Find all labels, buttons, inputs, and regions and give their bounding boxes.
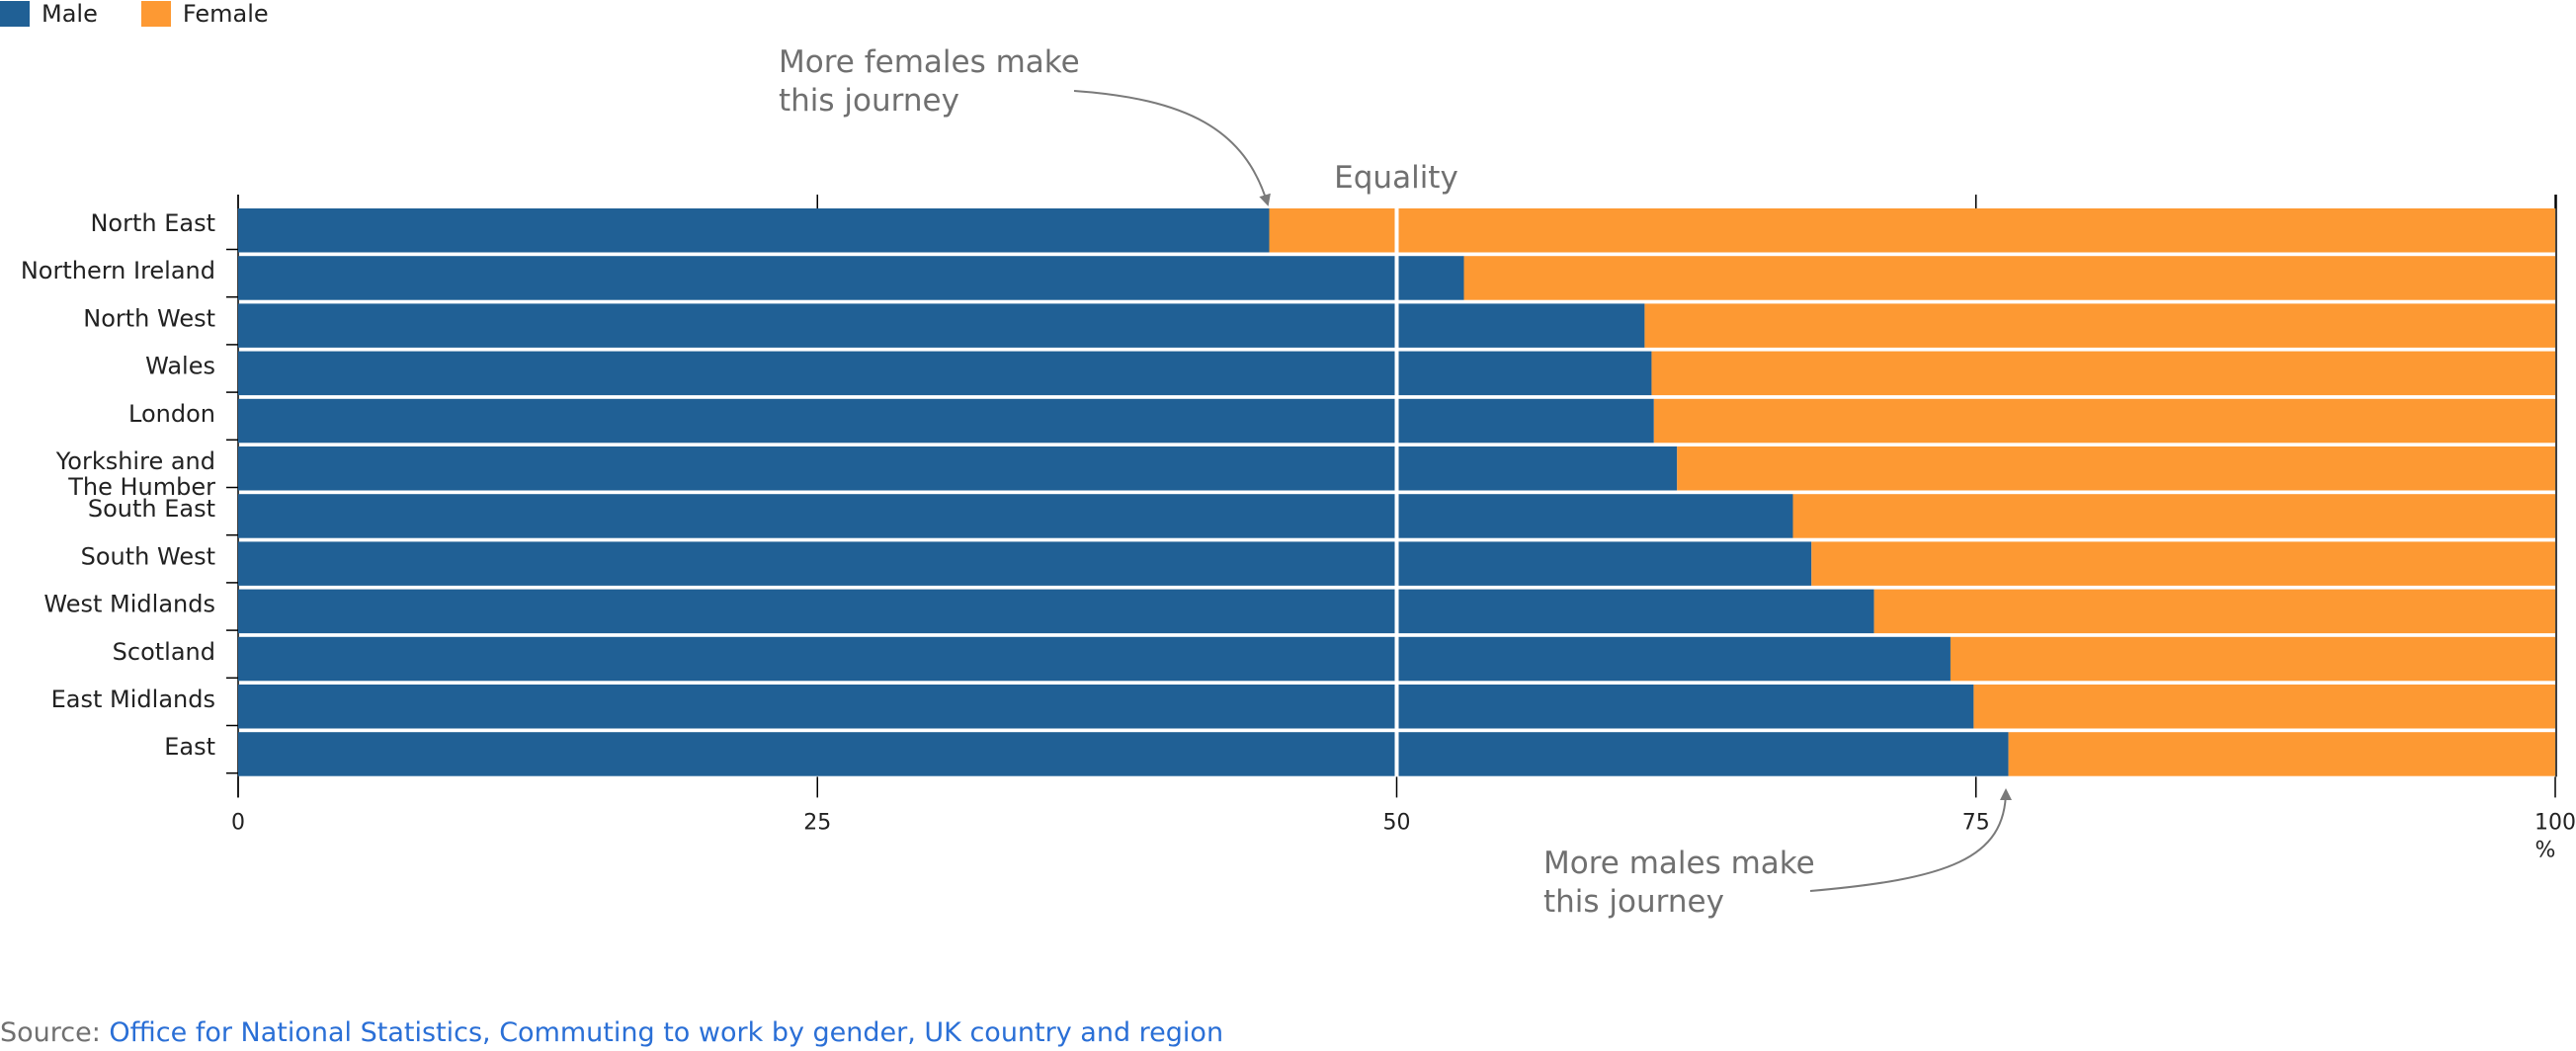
y-label-yorkshire-and-the-humber: Yorkshire and The Humber (55, 447, 215, 501)
x-tick-label-50: 50 (1383, 810, 1411, 835)
bar-female-east-midlands (1973, 685, 2555, 729)
bar-male-northern-ireland (238, 256, 1464, 300)
y-label-south-west: South West (81, 542, 215, 570)
legend-swatch-female (140, 1, 171, 27)
y-label-south-east: South East (88, 495, 215, 523)
bar-male-north-west (238, 303, 1645, 348)
y-label-scotland: Scotland (113, 638, 215, 666)
annotation-females-line2: this journey (779, 83, 959, 119)
bar-male-london (238, 398, 1654, 444)
y-label-wales: Wales (145, 353, 215, 380)
bar-chart: North East Northern Ireland North West Wale… (21, 44, 2576, 920)
bar-male-east-midlands (238, 685, 1974, 729)
legend: Male Female (0, 0, 312, 28)
x-tick-label-75: 75 (1962, 810, 1990, 835)
bar-female-yorkshire-and-the-humber (1677, 446, 2555, 491)
source-link[interactable]: Office for National Statistics, Commutin… (109, 1017, 1224, 1048)
bar-male-wales (238, 351, 1652, 396)
legend-label-male: Male (42, 0, 98, 28)
y-label-london: London (128, 400, 215, 428)
source-note: Source: Office for National Statistics, … (0, 1017, 1223, 1048)
annotation-males-line2: this journey (1543, 884, 1724, 920)
y-label-east: East (164, 733, 215, 761)
legend-label-female: Female (182, 0, 269, 28)
legend-swatch-male (0, 1, 30, 27)
annotation-males-line1: More males make (1543, 846, 1815, 881)
bar-male-north-east (238, 208, 1270, 253)
bar-female-west-midlands (1873, 589, 2555, 634)
bar-male-south-east (238, 494, 1793, 538)
bar-female-east (2008, 732, 2555, 776)
bar-female-south-east (1792, 494, 2555, 538)
bar-male-south-west (238, 541, 1812, 586)
bar-female-wales (1651, 351, 2555, 396)
bar-female-scotland (1950, 636, 2555, 682)
x-tick-label-0: 0 (231, 810, 245, 835)
y-label-west-midlands: West Midlands (43, 591, 215, 618)
bar-female-northern-ireland (1463, 256, 2555, 300)
annotation-males-arrow (1809, 788, 2012, 892)
y-label-north-west: North West (83, 304, 215, 332)
source-prefix: Source: (0, 1017, 110, 1048)
bar-male-yorkshire-and-the-humber (238, 446, 1678, 491)
y-label-north-east: North East (90, 209, 215, 237)
bar-female-north-east (1269, 208, 2555, 253)
equality-label: Equality (1334, 160, 1458, 196)
x-tick-label-100: 100 (2534, 810, 2576, 835)
bar-male-west-midlands (238, 589, 1874, 634)
bar-female-london (1653, 398, 2555, 444)
x-tick-label-25: 25 (803, 810, 831, 835)
annotation-females-line1: More females make (779, 44, 1080, 80)
y-label-northern-ireland: Northern Ireland (21, 257, 215, 284)
y-label-east-midlands: East Midlands (51, 686, 215, 713)
bar-male-scotland (238, 636, 1951, 682)
annotation-females-arrow (1073, 90, 1271, 206)
bar-female-south-west (1811, 541, 2555, 586)
bar-female-north-west (1644, 303, 2555, 348)
x-unit-label: % (2535, 838, 2556, 862)
bar-male-east (238, 732, 2009, 776)
